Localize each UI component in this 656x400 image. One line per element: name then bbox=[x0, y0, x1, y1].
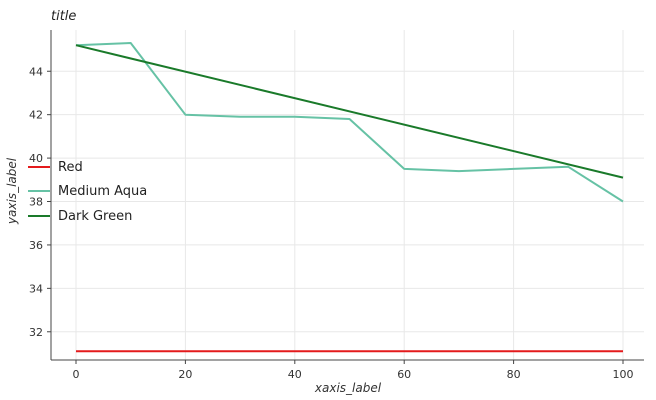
x-tick-label: 40 bbox=[288, 368, 302, 381]
grid bbox=[51, 30, 644, 360]
y-axis-label: yaxis_label bbox=[5, 157, 19, 225]
y-tick-label: 40 bbox=[29, 152, 43, 165]
x-tick-label: 60 bbox=[397, 368, 411, 381]
x-tick-label: 20 bbox=[178, 368, 192, 381]
legend: Red Medium Aqua Dark Green bbox=[28, 160, 147, 224]
x-axis-label: xaxis_label bbox=[314, 381, 382, 395]
y-tick-label: 44 bbox=[29, 65, 43, 78]
chart-title: title bbox=[51, 9, 76, 24]
x-tick-label: 100 bbox=[613, 368, 634, 381]
axes: 32 34 36 38 40 42 44 0 20 40 60 80 100 bbox=[29, 30, 644, 381]
legend-label-dark-green: Dark Green bbox=[58, 209, 132, 224]
y-tick-label: 38 bbox=[29, 196, 43, 209]
x-tick-label: 80 bbox=[507, 368, 521, 381]
series-line-dark-green bbox=[75, 44, 624, 179]
legend-label-red: Red bbox=[58, 160, 83, 175]
y-tick-label: 42 bbox=[29, 109, 43, 122]
y-tick-label: 34 bbox=[29, 282, 43, 295]
x-tick-label: 0 bbox=[73, 368, 80, 381]
y-tick-label: 32 bbox=[29, 326, 43, 339]
y-tick-label: 36 bbox=[29, 239, 43, 252]
series-lines bbox=[75, 42, 624, 353]
legend-label-medium-aqua: Medium Aqua bbox=[58, 184, 147, 199]
series-line-medium-aqua bbox=[75, 42, 624, 203]
